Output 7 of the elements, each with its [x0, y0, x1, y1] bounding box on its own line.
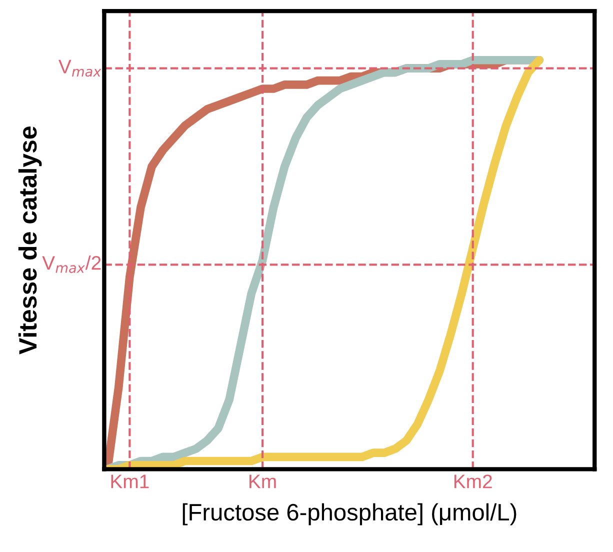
- x-tick-label: Km2: [454, 474, 492, 488]
- y-axis-title: Vitesse de catalyse: [18, 126, 42, 354]
- ref-line-label: V$_{max}$: [58, 60, 102, 77]
- x-tick-label: Km: [250, 474, 276, 488]
- x-axis-title: [Fructose 6-phosphate] (μmol/L): [182, 503, 516, 526]
- x-tick-label: Km1: [111, 474, 149, 488]
- ref-line-label: V$_{max}$/2: [42, 256, 101, 273]
